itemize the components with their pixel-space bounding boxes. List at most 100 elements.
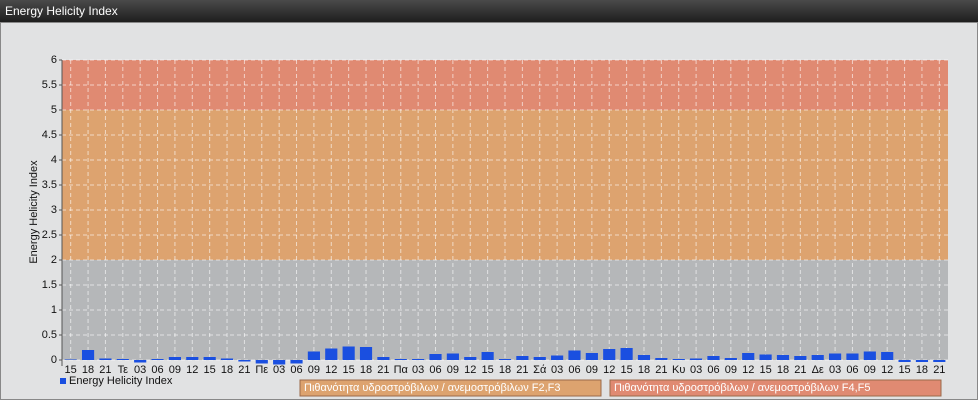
x-tick-label: 15	[482, 364, 494, 376]
bar	[151, 359, 164, 360]
y-tick-label: 0.5	[42, 329, 57, 341]
bar	[220, 358, 234, 360]
x-tick-label: 09	[725, 364, 737, 376]
bar	[203, 357, 216, 360]
x-tick-label: 18	[916, 364, 928, 376]
y-tick-label: 6	[51, 54, 57, 66]
y-tick-label: 5.5	[42, 79, 57, 91]
bar	[933, 360, 946, 362]
x-tick-label: 15	[204, 364, 216, 376]
legend-label: Energy Helicity Index	[69, 375, 173, 387]
x-tick-label: 21	[99, 364, 111, 376]
x-tick-label: 06	[707, 364, 719, 376]
bar	[759, 354, 772, 360]
x-tick-label: Σά	[533, 364, 547, 376]
x-tick-label: 09	[447, 364, 459, 376]
bar	[255, 360, 268, 364]
y-tick-label: 4	[51, 154, 57, 166]
bar	[290, 360, 303, 364]
x-tick-label: 18	[82, 364, 94, 376]
bar	[134, 360, 147, 363]
bar	[828, 353, 842, 360]
x-tick-label: 15	[759, 364, 771, 376]
x-tick-label: 12	[881, 364, 893, 376]
x-tick-label: 18	[638, 364, 650, 376]
x-tick-label: 06	[429, 364, 441, 376]
bar	[915, 360, 929, 362]
x-tick-label: Τε	[118, 364, 129, 376]
bar	[168, 357, 182, 360]
x-tick-label: 06	[846, 364, 858, 376]
bar	[481, 352, 494, 360]
x-tick-label: 18	[360, 364, 372, 376]
x-tick-label: 21	[516, 364, 528, 376]
bar	[64, 359, 77, 360]
bar	[498, 359, 512, 360]
bar	[429, 354, 442, 360]
bar	[655, 358, 668, 360]
bar	[881, 352, 894, 360]
x-tick-label: 06	[568, 364, 580, 376]
x-tick-label: 03	[829, 364, 841, 376]
bar	[516, 356, 529, 360]
y-tick-label: 2.5	[42, 229, 57, 241]
y-tick-label: 3	[51, 204, 57, 216]
x-tick-label: 12	[742, 364, 754, 376]
x-tick-label: 15	[898, 364, 910, 376]
band-legend-box	[299, 379, 602, 397]
band-legend-label: Πιθανότητα υδροστρόβιλων / ανεμοστρόβιλω…	[304, 382, 561, 394]
bar	[898, 360, 911, 362]
bar	[238, 360, 251, 362]
legend-swatch	[60, 378, 66, 384]
bar	[116, 359, 129, 360]
x-tick-label: 21	[794, 364, 806, 376]
bar	[81, 350, 95, 360]
y-tick-label: 3.5	[42, 179, 57, 191]
x-tick-label: 03	[273, 364, 285, 376]
x-tick-label: 12	[325, 364, 337, 376]
bar	[342, 346, 355, 360]
bar	[794, 356, 807, 360]
x-tick-label: 03	[551, 364, 563, 376]
x-tick-label: Πα	[394, 364, 409, 376]
bar	[846, 353, 859, 360]
y-tick-label: 4.5	[42, 129, 57, 141]
x-tick-label: 03	[134, 364, 146, 376]
bar	[446, 353, 459, 360]
x-tick-label: 18	[221, 364, 233, 376]
x-tick-label: 09	[169, 364, 181, 376]
x-tick-label: 09	[586, 364, 598, 376]
y-tick-label: 2	[51, 254, 57, 266]
x-tick-label: Πε	[255, 364, 268, 376]
x-tick-label: 06	[151, 364, 163, 376]
x-tick-label: 09	[864, 364, 876, 376]
x-tick-label: 21	[377, 364, 389, 376]
y-tick-label: 1	[51, 304, 57, 316]
x-tick-label: 15	[620, 364, 632, 376]
x-tick-label: 15	[65, 364, 77, 376]
y-tick-label: 5	[51, 104, 57, 116]
chart: Energy Helicity Index 0 0.5 1 1.5 2 2.5 3 3.5 4 4…	[0, 22, 978, 400]
bar	[742, 353, 755, 360]
x-tick-label: Κυ	[672, 364, 685, 376]
bar	[863, 351, 876, 360]
x-tick-label: 12	[186, 364, 198, 376]
bar	[551, 355, 564, 360]
x-tick-label: 12	[603, 364, 615, 376]
x-tick-label: 03	[690, 364, 702, 376]
bar	[707, 356, 720, 360]
y-tick-label: 0	[51, 354, 57, 366]
bar	[273, 360, 286, 365]
x-tick-label: Δε	[812, 364, 824, 376]
bar	[394, 359, 407, 360]
window-title: Energy Helicity Index	[0, 0, 978, 22]
x-tick-label: 21	[238, 364, 250, 376]
bar	[325, 348, 338, 360]
x-tick-label: 21	[655, 364, 667, 376]
bar	[724, 358, 737, 360]
x-tick-label: 18	[777, 364, 789, 376]
bar	[603, 349, 616, 360]
bar	[585, 353, 598, 360]
x-tick-label: 06	[290, 364, 302, 376]
bar	[99, 358, 112, 360]
